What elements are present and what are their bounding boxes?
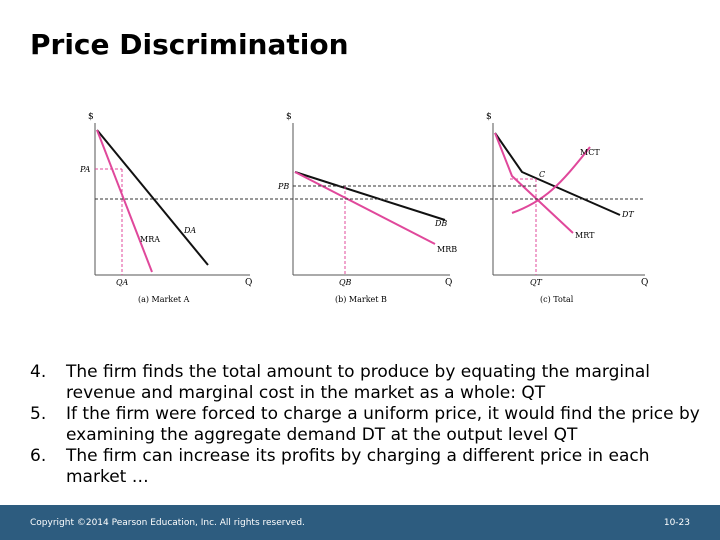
panel-b-demand-label: DB: [434, 219, 447, 228]
panel-b-demand-curve: [294, 171, 446, 221]
panel-b-y-axis-label: $: [286, 112, 292, 122]
panel-c-qty-label: QT: [530, 278, 543, 287]
panel-c-mc-curve: [511, 146, 591, 214]
bullet-number: 5.: [30, 404, 47, 424]
bullet-text: The firm finds the total amount to produ…: [66, 362, 651, 403]
page-number: 10-23: [663, 518, 690, 528]
panel-a-price-label: PA: [80, 165, 91, 174]
panel-c-mc-label: MCT: [580, 148, 600, 157]
panel-total: $ Q MCT DT MRT C QT (c) Total: [486, 112, 648, 304]
panel-c-mr-curve: [494, 132, 574, 234]
panel-c-mr-label: MRT: [575, 231, 595, 240]
panel-b-qty-label: QB: [339, 278, 352, 287]
panel-a-mr-curve: [96, 129, 153, 273]
footer-copyright: Copyright ©2014 Pearson Education, Inc. …: [30, 518, 305, 528]
panel-b-x-axis-label: Q: [445, 278, 452, 288]
footer-bar: Copyright ©2014 Pearson Education, Inc. …: [0, 505, 720, 540]
panel-c-demand-label: DT: [621, 210, 634, 219]
panel-c-point-label: C: [539, 170, 545, 179]
panel-a-demand-curve: [96, 129, 209, 266]
panel-b-caption: (b) Market B: [335, 295, 387, 304]
bullet-text: The firm can increase its profits by cha…: [66, 446, 650, 487]
bullet-item: 5. If the firm were forced to charge a un…: [30, 404, 700, 446]
bullet-item: 6. The firm can increase its profits by c…: [30, 446, 700, 488]
panel-a-qty-label: QA: [116, 278, 129, 287]
bullet-number: 6.: [30, 446, 47, 466]
panel-a-x-axis-label: Q: [245, 278, 252, 288]
panel-c-demand-curve: [494, 132, 621, 216]
panel-c-y-axis-label: $: [486, 112, 492, 122]
panel-market-a: $ Q PA DA MRA QA (a) Market A: [80, 112, 252, 304]
panel-a-mr-label: MRA: [140, 235, 160, 244]
panel-b-mr-label: MRB: [437, 245, 457, 254]
panel-market-b: $ Q PB DB MRB QB (b) Market B: [277, 112, 457, 304]
slide-title: Price Discrimination: [30, 28, 349, 61]
bullet-number: 4.: [30, 362, 47, 382]
panel-b-price-label: PB: [277, 182, 289, 191]
bullet-text: If the firm were forced to charge a unif…: [66, 404, 700, 445]
bullet-item: 4. The firm finds the total amount to pro…: [30, 362, 700, 404]
panel-a-y-axis-label: $: [88, 112, 94, 122]
panel-c-caption: (c) Total: [540, 295, 574, 304]
panel-a-caption: (a) Market A: [138, 295, 190, 304]
bullet-list: 4. The firm finds the total amount to pro…: [30, 362, 700, 488]
panel-b-mr-curve: [294, 171, 436, 245]
panel-c-x-axis-label: Q: [641, 278, 648, 288]
price-discrimination-diagram: $ Q PA DA MRA QA (a) Market A $ Q PB DB …: [80, 112, 648, 304]
panel-a-demand-label: DA: [183, 226, 196, 235]
